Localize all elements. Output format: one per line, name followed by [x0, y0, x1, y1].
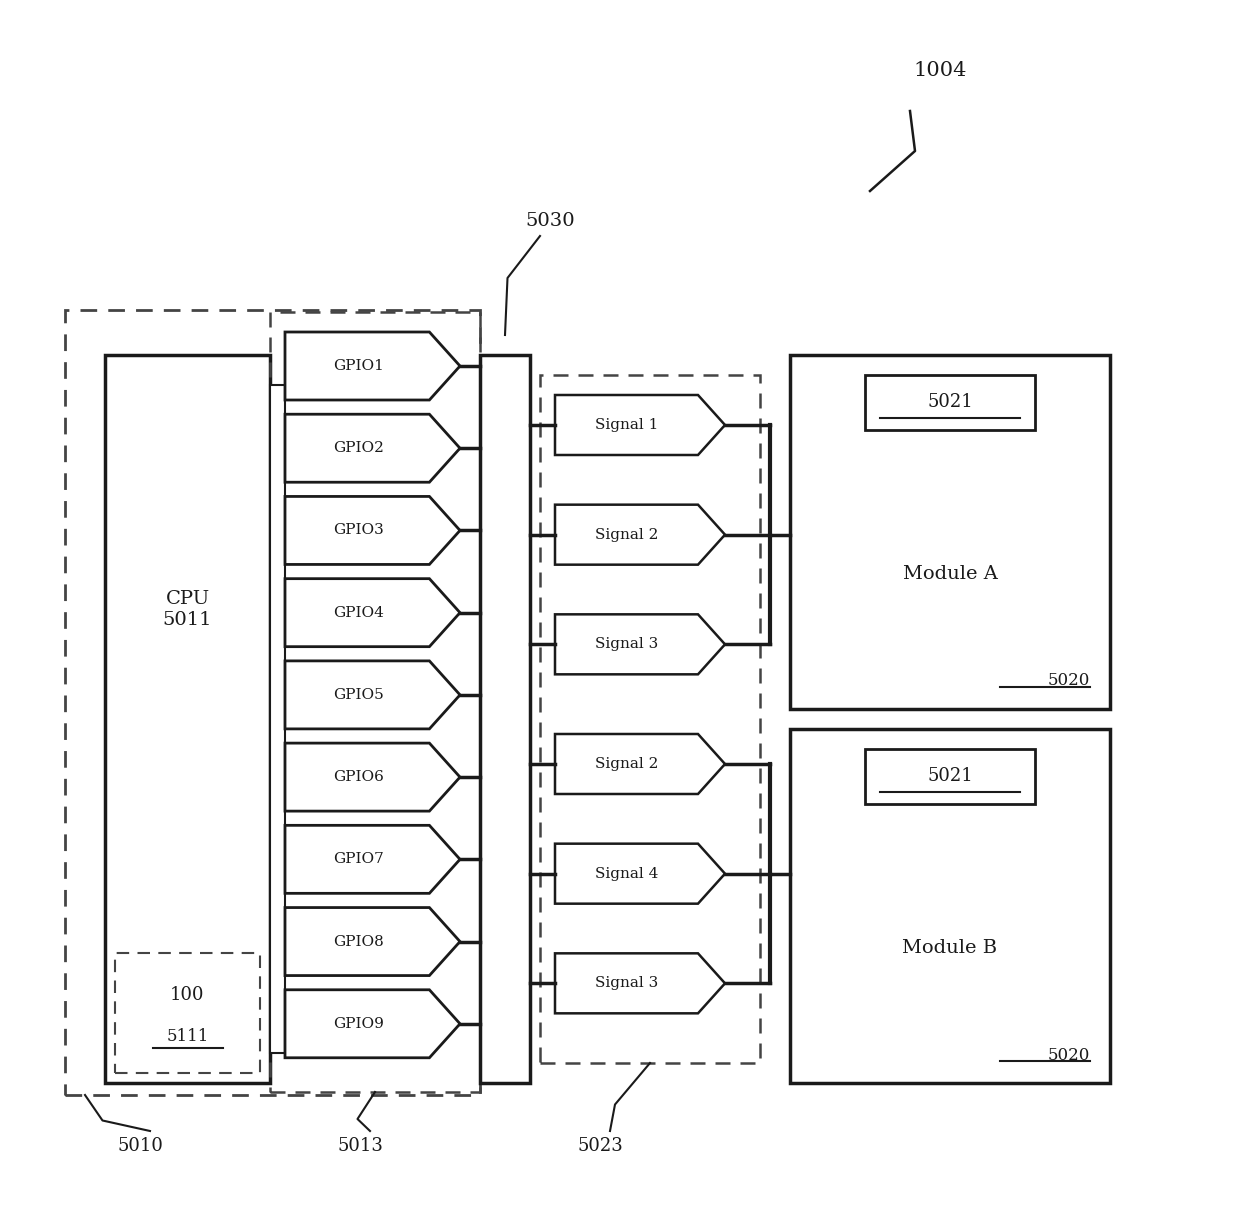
Text: 5010: 5010: [117, 1137, 162, 1155]
Polygon shape: [285, 990, 460, 1057]
Text: 5030: 5030: [526, 212, 575, 230]
Text: Signal 4: Signal 4: [595, 867, 658, 880]
Text: Module B: Module B: [903, 939, 997, 958]
Text: 5013: 5013: [337, 1137, 383, 1155]
Bar: [790, 355, 1110, 709]
Text: GPIO9: GPIO9: [334, 1017, 384, 1030]
Polygon shape: [556, 953, 725, 1013]
Bar: [64, 310, 480, 1096]
Polygon shape: [556, 734, 725, 794]
Text: GPIO3: GPIO3: [334, 523, 384, 538]
Text: 5020: 5020: [1048, 672, 1090, 689]
Text: 5021: 5021: [928, 394, 973, 411]
Text: GPIO8: GPIO8: [334, 934, 384, 949]
Text: GPIO6: GPIO6: [334, 771, 384, 784]
Bar: [790, 729, 1110, 1083]
Text: GPIO7: GPIO7: [334, 852, 384, 867]
Text: Module A: Module A: [903, 565, 997, 583]
Polygon shape: [285, 332, 460, 400]
Text: Signal 2: Signal 2: [595, 528, 658, 542]
Bar: [866, 375, 1035, 430]
Polygon shape: [556, 614, 725, 675]
Text: Signal 3: Signal 3: [595, 976, 658, 990]
Bar: [866, 748, 1035, 804]
Polygon shape: [556, 505, 725, 565]
Polygon shape: [556, 395, 725, 455]
Polygon shape: [285, 496, 460, 565]
Text: 5020: 5020: [1048, 1046, 1090, 1064]
Text: CPU
5011: CPU 5011: [162, 591, 212, 629]
Bar: [270, 311, 480, 1092]
Polygon shape: [285, 825, 460, 894]
Text: Signal 3: Signal 3: [595, 638, 658, 651]
Bar: [270, 385, 285, 1053]
Text: 5111: 5111: [166, 1028, 208, 1045]
Polygon shape: [556, 843, 725, 904]
Text: GPIO2: GPIO2: [334, 441, 384, 455]
Bar: [539, 375, 760, 1064]
Text: Signal 2: Signal 2: [595, 757, 658, 771]
Bar: [480, 355, 529, 1083]
Text: GPIO5: GPIO5: [334, 688, 384, 702]
Polygon shape: [285, 907, 460, 975]
Text: 100: 100: [170, 986, 205, 1004]
Polygon shape: [285, 744, 460, 811]
Text: GPIO4: GPIO4: [334, 606, 384, 619]
Text: Signal 1: Signal 1: [595, 419, 658, 432]
Bar: [115, 953, 260, 1073]
Polygon shape: [285, 661, 460, 729]
Polygon shape: [285, 579, 460, 646]
Text: GPIO1: GPIO1: [334, 359, 384, 373]
Text: 1004: 1004: [914, 62, 967, 80]
Text: 5023: 5023: [577, 1137, 622, 1155]
Polygon shape: [285, 414, 460, 483]
Text: 5021: 5021: [928, 767, 973, 785]
Bar: [105, 355, 270, 1083]
